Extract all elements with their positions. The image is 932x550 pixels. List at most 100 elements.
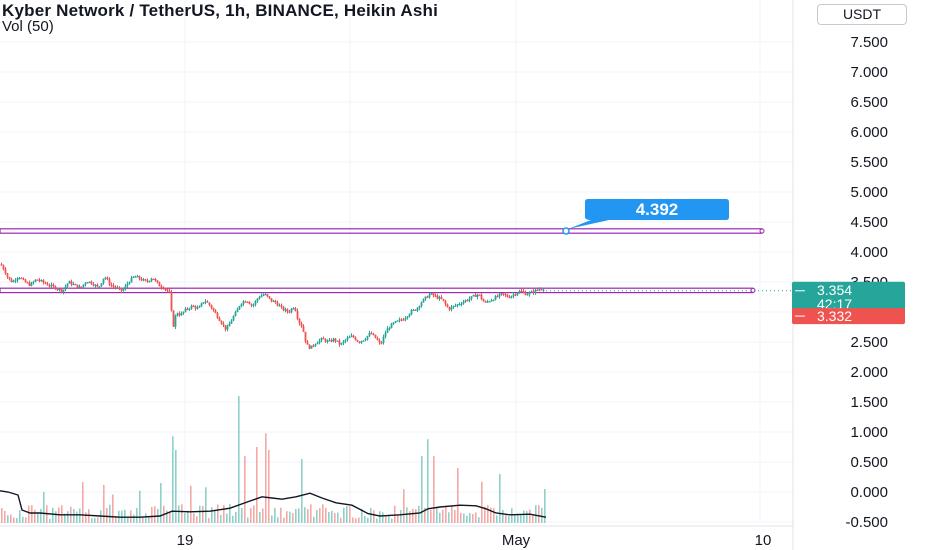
candle bbox=[402, 319, 405, 321]
candle bbox=[370, 332, 373, 335]
horizontal-levels[interactable] bbox=[0, 227, 765, 294]
y-tick-label: 7.500 bbox=[850, 34, 888, 51]
candle bbox=[438, 297, 441, 299]
candle bbox=[48, 285, 51, 287]
y-tick-label: 7.000 bbox=[850, 64, 888, 81]
candle bbox=[90, 281, 93, 284]
volume-bar bbox=[376, 518, 378, 523]
candle bbox=[34, 279, 37, 282]
candle bbox=[274, 300, 277, 303]
volume-bar bbox=[277, 517, 279, 523]
candle bbox=[540, 289, 543, 291]
candle bbox=[492, 299, 495, 302]
volume-bar bbox=[502, 509, 504, 523]
candle bbox=[12, 280, 15, 283]
volume-bar bbox=[442, 509, 444, 523]
volume-bar bbox=[94, 518, 96, 523]
volume-bar bbox=[67, 511, 69, 523]
candle bbox=[6, 273, 9, 278]
candle bbox=[14, 280, 17, 282]
volume-bar bbox=[289, 511, 291, 523]
volume-bar bbox=[328, 511, 330, 523]
volume-bar bbox=[40, 508, 42, 523]
candle bbox=[4, 269, 7, 274]
candle bbox=[498, 294, 501, 297]
candle bbox=[314, 344, 317, 346]
candle bbox=[398, 319, 401, 321]
candle bbox=[104, 277, 107, 279]
candle bbox=[282, 306, 285, 311]
candle bbox=[272, 300, 275, 303]
volume-bar bbox=[478, 517, 480, 523]
volume-bar bbox=[64, 513, 66, 523]
volume-bar bbox=[262, 508, 264, 523]
candle bbox=[36, 279, 39, 281]
y-tick-label: 4.500 bbox=[850, 214, 888, 231]
candle bbox=[164, 288, 167, 291]
candle bbox=[256, 298, 259, 301]
volume-bar bbox=[424, 507, 426, 523]
candle bbox=[108, 279, 111, 285]
candle bbox=[310, 345, 313, 349]
candle bbox=[542, 289, 545, 291]
candle bbox=[112, 285, 115, 287]
volume-bar bbox=[487, 505, 489, 523]
candle bbox=[216, 313, 219, 318]
volume-indicator-label[interactable]: Vol (50) bbox=[2, 18, 54, 35]
volume-bar bbox=[250, 507, 252, 523]
horizontal-level-line[interactable] bbox=[0, 228, 763, 234]
candle bbox=[230, 320, 233, 324]
candle bbox=[358, 341, 361, 343]
candle bbox=[302, 326, 305, 332]
volume-bar bbox=[412, 508, 414, 523]
volume-bar bbox=[208, 518, 210, 523]
volume-bar bbox=[244, 456, 246, 523]
currency-button[interactable]: USDT bbox=[817, 4, 907, 25]
horizontal-level-line[interactable] bbox=[0, 287, 754, 294]
candle bbox=[298, 318, 301, 324]
volume-bar bbox=[76, 511, 78, 523]
volume-bar bbox=[292, 512, 294, 523]
volume-bar bbox=[358, 517, 360, 523]
candle bbox=[454, 305, 457, 307]
candle bbox=[486, 301, 489, 303]
callout-anchor[interactable] bbox=[562, 227, 570, 235]
candle bbox=[368, 332, 371, 336]
volume-bar bbox=[505, 514, 507, 523]
candle bbox=[32, 281, 35, 283]
level-handle[interactable] bbox=[759, 228, 765, 234]
volume-bar bbox=[508, 516, 510, 523]
volume-bar bbox=[190, 485, 192, 523]
candle bbox=[410, 310, 413, 315]
volume-bar bbox=[55, 511, 57, 523]
candle bbox=[518, 291, 521, 294]
volume-bar bbox=[268, 450, 270, 523]
candle bbox=[306, 341, 309, 345]
candle bbox=[180, 313, 183, 316]
volume-bar bbox=[106, 508, 108, 523]
volume-bar bbox=[187, 510, 189, 523]
volume-bar bbox=[109, 504, 111, 523]
candle bbox=[58, 288, 61, 290]
volume-bar bbox=[97, 517, 99, 523]
volume-bar bbox=[148, 517, 150, 523]
price-callout[interactable]: 4.392 bbox=[568, 199, 729, 229]
candle bbox=[68, 281, 71, 284]
candle bbox=[208, 302, 211, 306]
volume-bar bbox=[445, 506, 447, 523]
volume-bar bbox=[205, 487, 207, 523]
candle bbox=[334, 338, 337, 341]
time-axis[interactable]: 19 May 10 bbox=[0, 525, 793, 549]
candle bbox=[226, 326, 229, 330]
volume-bar bbox=[511, 508, 513, 523]
candle bbox=[510, 295, 513, 298]
candle bbox=[82, 284, 85, 287]
candle bbox=[158, 282, 161, 287]
volume-bar bbox=[229, 504, 231, 523]
candle bbox=[94, 284, 97, 287]
volume-bar bbox=[220, 514, 222, 523]
candle bbox=[340, 343, 343, 345]
volume-bar bbox=[370, 507, 372, 523]
